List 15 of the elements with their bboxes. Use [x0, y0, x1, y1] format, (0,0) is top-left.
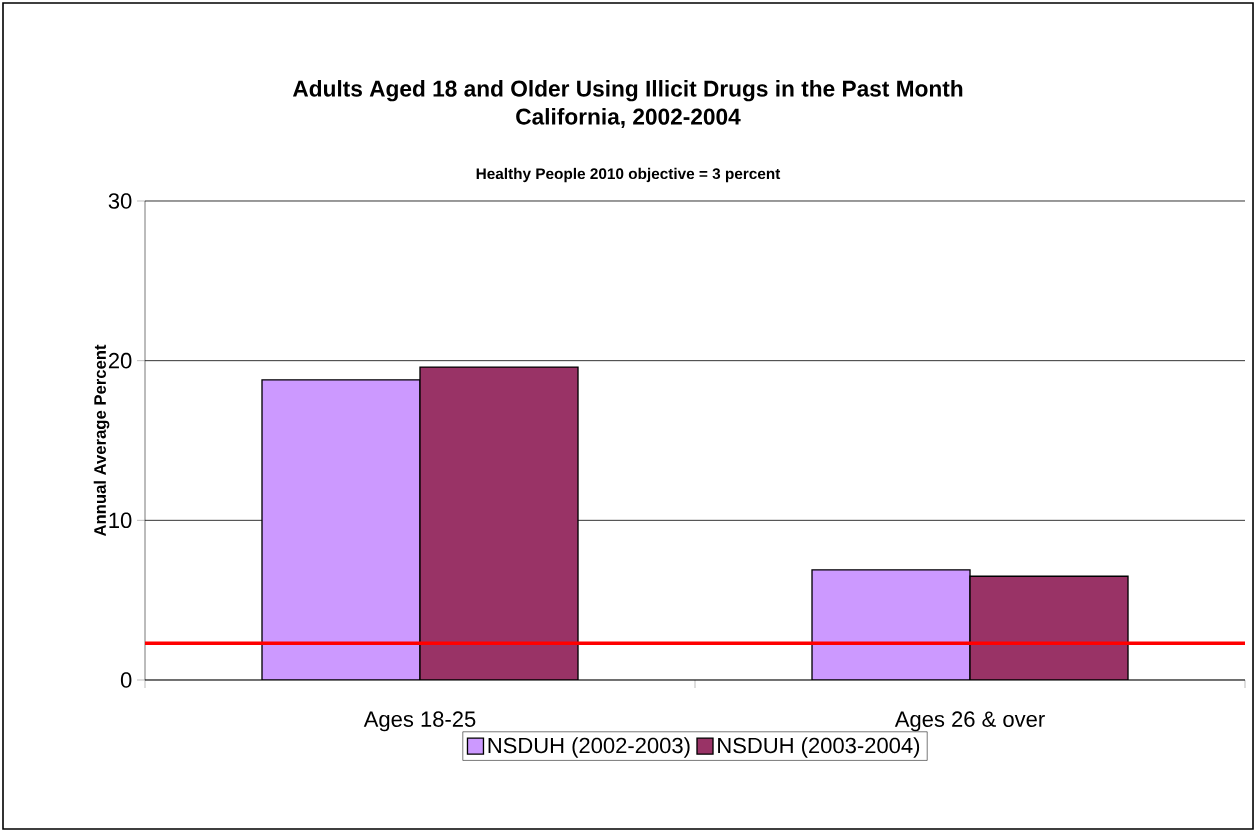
legend-label: NSDUH (2003-2004): [718, 737, 920, 758]
y-tick-label: 10: [109, 512, 132, 529]
bar: [811, 569, 971, 680]
y-tick-label: 20: [108, 352, 132, 369]
chart-title: Adults Aged 18 and Older Using Illicit Drugs in the Past Month California, 2002-2004: [292, 80, 963, 128]
legend-label: NSDUH (2002-2003): [488, 737, 690, 758]
bar: [969, 575, 1129, 680]
bar: [419, 366, 579, 680]
y-tick-label: 30: [108, 193, 132, 209]
chart-subtitle: Healthy People 2010 objective = 3 percent: [476, 167, 781, 183]
y-tick-label: 0: [120, 672, 132, 688]
bar: [261, 379, 421, 680]
x-tick-label: Ages 18-25: [363, 711, 476, 732]
y-axis-title: Annual Average Percent: [93, 344, 110, 537]
x-tick-label: Ages 26 & over: [894, 711, 1045, 732]
